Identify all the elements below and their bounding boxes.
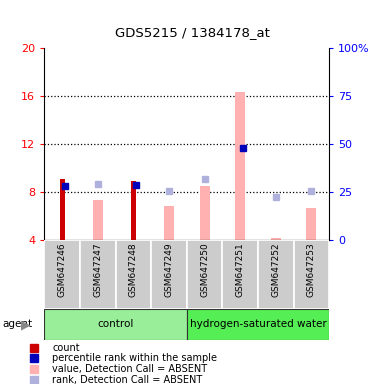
Bar bbox=[235, 93, 245, 240]
Bar bbox=[131, 181, 136, 240]
Bar bbox=[271, 238, 281, 240]
Text: GSM647251: GSM647251 bbox=[236, 242, 244, 297]
Text: GDS5215 / 1384178_at: GDS5215 / 1384178_at bbox=[115, 26, 270, 39]
Bar bbox=[199, 186, 209, 240]
Bar bbox=[80, 240, 116, 309]
Text: hydrogen-saturated water: hydrogen-saturated water bbox=[189, 319, 326, 329]
Bar bbox=[44, 309, 187, 340]
Text: GSM647252: GSM647252 bbox=[271, 242, 280, 297]
Text: GSM647248: GSM647248 bbox=[129, 242, 138, 297]
Bar bbox=[93, 200, 103, 240]
Bar bbox=[164, 207, 174, 240]
Bar bbox=[187, 240, 223, 309]
Bar bbox=[258, 240, 294, 309]
Text: value, Detection Call = ABSENT: value, Detection Call = ABSENT bbox=[52, 364, 207, 374]
Text: ▶: ▶ bbox=[22, 318, 31, 331]
Bar bbox=[60, 179, 65, 240]
Bar bbox=[187, 309, 329, 340]
Text: agent: agent bbox=[2, 319, 32, 329]
Text: GSM647253: GSM647253 bbox=[307, 242, 316, 297]
Text: GSM647246: GSM647246 bbox=[58, 242, 67, 297]
Text: GSM647250: GSM647250 bbox=[200, 242, 209, 297]
Text: percentile rank within the sample: percentile rank within the sample bbox=[52, 353, 217, 363]
Bar bbox=[293, 240, 329, 309]
Text: control: control bbox=[97, 319, 134, 329]
Bar bbox=[151, 240, 187, 309]
Bar bbox=[44, 240, 80, 309]
Bar bbox=[223, 240, 258, 309]
Text: GSM647249: GSM647249 bbox=[164, 242, 173, 297]
Bar bbox=[116, 240, 151, 309]
Text: count: count bbox=[52, 343, 80, 353]
Bar bbox=[306, 208, 316, 240]
Text: GSM647247: GSM647247 bbox=[93, 242, 102, 297]
Text: rank, Detection Call = ABSENT: rank, Detection Call = ABSENT bbox=[52, 376, 203, 384]
